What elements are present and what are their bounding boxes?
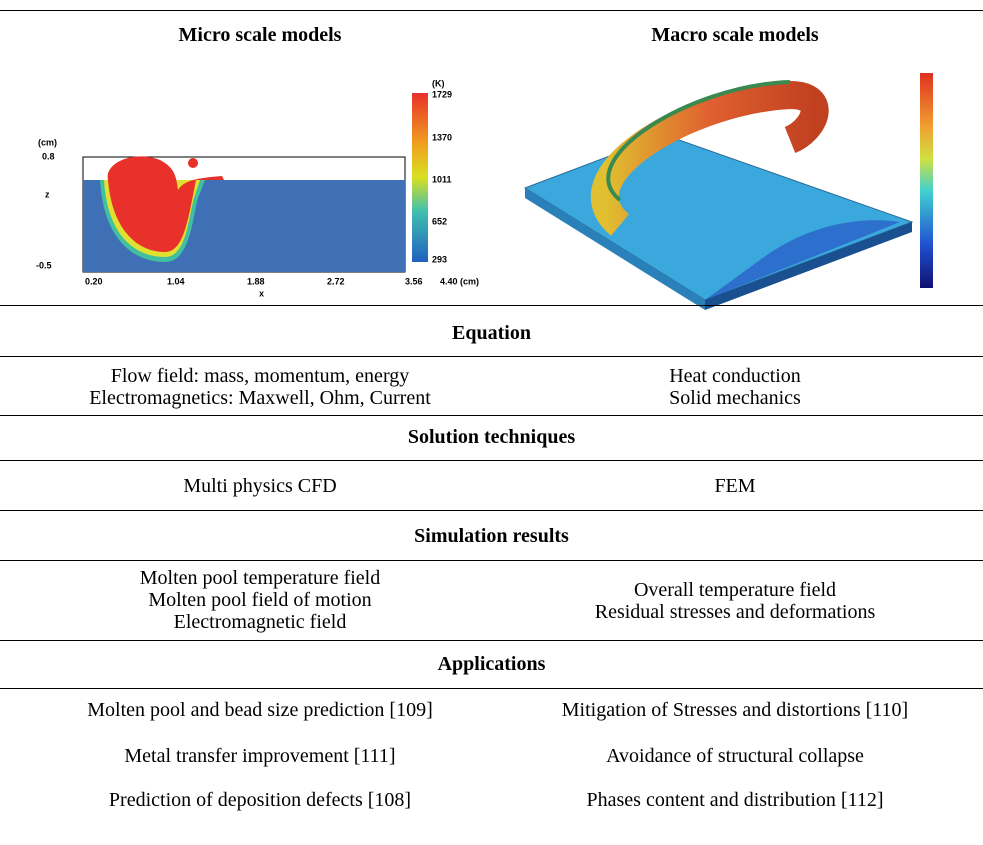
colorbar-tick: 293: [432, 254, 447, 264]
cell: Heat conduction: [490, 365, 980, 387]
rule: [0, 688, 983, 689]
cell: FEM: [490, 475, 980, 497]
cell: Prediction of deposition defects [108]: [0, 789, 520, 811]
section-title: Solution techniques: [0, 426, 983, 448]
colorbar-tick: 1370: [432, 132, 452, 142]
plate: [525, 135, 912, 300]
cell: Overall temperature field: [490, 579, 980, 601]
droplet: [188, 158, 198, 168]
x-tick: 2.72: [327, 276, 345, 286]
y-tick: 0.8: [42, 151, 55, 161]
rule: [0, 510, 983, 511]
rule: [0, 560, 983, 561]
section-title: Simulation results: [0, 525, 983, 547]
cell: Molten pool temperature field: [0, 567, 520, 589]
x-tick: 1.88: [247, 276, 265, 286]
colorbar: [920, 73, 933, 288]
cell: Metal transfer improvement [111]: [0, 745, 520, 767]
x-tick: 1.04: [167, 276, 185, 286]
page: (K) 1729 1370 1011 652 293 (cm) 0.8 z -0…: [0, 0, 983, 845]
x-tick: 4.40 (cm): [440, 276, 479, 286]
colorbar-tick: 1729: [432, 89, 452, 99]
macro-figure: [525, 73, 933, 310]
cell: Molten pool and bead size prediction [10…: [0, 699, 520, 721]
rule: [0, 10, 983, 11]
y-label: z: [45, 189, 50, 199]
x-tick: 0.20: [85, 276, 103, 286]
cell: Solid mechanics: [490, 387, 980, 409]
y-unit: (cm): [38, 137, 57, 147]
x-tick: 3.56: [405, 276, 423, 286]
cell: Electromagnetic field: [0, 611, 520, 633]
cell: Flow field: mass, momentum, energy: [0, 365, 520, 387]
x-label: x: [259, 288, 264, 298]
colorbar-tick: 1011: [432, 174, 452, 184]
rule: [0, 460, 983, 461]
colorbar-unit: (K): [432, 78, 445, 88]
cell: Molten pool field of motion: [0, 589, 520, 611]
y-tick: -0.5: [36, 260, 52, 270]
rule: [0, 415, 983, 416]
cell: Electromagnetics: Maxwell, Ohm, Current: [0, 387, 520, 409]
column-header: Micro scale models: [0, 24, 520, 46]
section-title: Applications: [0, 653, 983, 675]
rule: [0, 356, 983, 357]
cell: Mitigation of Stresses and distortions […: [550, 699, 920, 721]
colorbar-tick: 652: [432, 216, 447, 226]
colorbar: [412, 93, 428, 262]
cell: Avoidance of structural collapse: [490, 745, 980, 767]
cell: Phases content and distribution [112]: [490, 789, 980, 811]
section-title: Equation: [0, 322, 983, 344]
cell: Multi physics CFD: [0, 475, 520, 497]
rule: [0, 305, 983, 306]
column-header: Macro scale models: [490, 24, 980, 46]
cell: Residual stresses and deformations: [490, 601, 980, 623]
micro-figure: (K) 1729 1370 1011 652 293 (cm) 0.8 z -0…: [36, 78, 479, 298]
rule: [0, 640, 983, 641]
